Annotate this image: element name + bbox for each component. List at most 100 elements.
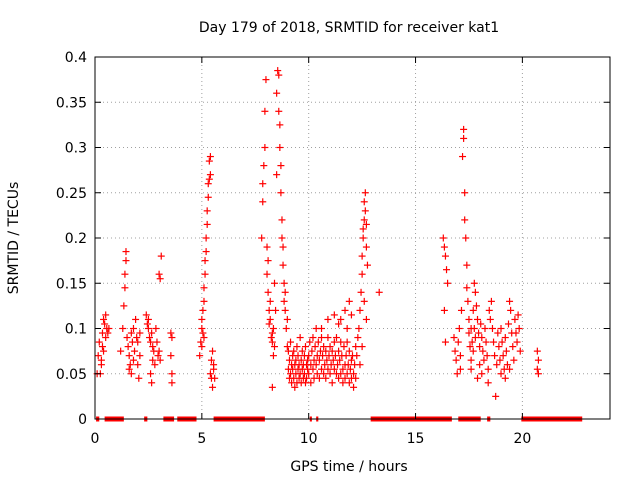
data-point bbox=[266, 315, 274, 323]
data-point bbox=[304, 356, 312, 364]
data-point bbox=[468, 338, 476, 346]
data-point bbox=[313, 370, 321, 378]
data-point bbox=[469, 306, 477, 314]
data-point bbox=[269, 325, 277, 332]
data-point bbox=[318, 365, 326, 373]
data-point bbox=[134, 361, 142, 369]
data-point bbox=[347, 311, 355, 319]
data-point bbox=[534, 356, 542, 364]
data-point bbox=[260, 162, 268, 170]
data-point bbox=[501, 334, 509, 342]
data-point bbox=[308, 347, 316, 355]
data-point bbox=[322, 347, 330, 355]
y-tick-label: 0.25 bbox=[56, 186, 87, 202]
x-tick-label: 20 bbox=[513, 431, 531, 447]
data-point bbox=[285, 356, 293, 364]
y-tick-label: 0.35 bbox=[56, 95, 87, 111]
data-point bbox=[168, 370, 176, 378]
data-point bbox=[513, 338, 521, 346]
data-point bbox=[100, 315, 108, 323]
data-point bbox=[312, 361, 320, 369]
data-point bbox=[504, 320, 512, 328]
data-point bbox=[461, 189, 469, 197]
data-point bbox=[273, 89, 281, 97]
data-point bbox=[486, 315, 494, 323]
data-point bbox=[455, 325, 463, 332]
data-point bbox=[361, 207, 369, 215]
data-point bbox=[321, 361, 329, 369]
data-point bbox=[477, 320, 485, 328]
data-point bbox=[506, 365, 514, 373]
data-point bbox=[472, 302, 480, 310]
data-point bbox=[268, 383, 276, 391]
data-point bbox=[199, 306, 207, 314]
data-point bbox=[499, 352, 507, 360]
data-point bbox=[206, 153, 214, 161]
data-point bbox=[362, 220, 370, 228]
data-point bbox=[318, 325, 326, 332]
data-point bbox=[307, 379, 315, 387]
data-point bbox=[120, 302, 128, 310]
data-point bbox=[450, 334, 458, 342]
data-point bbox=[129, 325, 137, 332]
data-point bbox=[281, 288, 289, 296]
chart-title: Day 179 of 2018, SRMTID for receiver kat… bbox=[199, 20, 499, 36]
data-point bbox=[101, 320, 109, 328]
data-point bbox=[311, 343, 319, 351]
data-point bbox=[444, 279, 452, 287]
data-point bbox=[97, 361, 105, 369]
data-point bbox=[279, 243, 287, 251]
data-point bbox=[362, 243, 370, 251]
data-point bbox=[344, 361, 352, 369]
data-point bbox=[282, 325, 290, 332]
data-point bbox=[132, 315, 140, 323]
data-point bbox=[309, 365, 317, 373]
data-point bbox=[263, 243, 271, 251]
data-point bbox=[356, 306, 364, 314]
y-tick-label: 0.3 bbox=[65, 141, 87, 157]
data-point bbox=[264, 288, 272, 296]
data-point bbox=[360, 216, 368, 224]
data-point bbox=[134, 338, 142, 346]
data-point bbox=[329, 356, 337, 364]
data-point bbox=[465, 315, 473, 323]
data-point bbox=[267, 334, 275, 342]
data-point bbox=[464, 297, 472, 305]
y-tick-label: 0.2 bbox=[65, 231, 87, 247]
data-point bbox=[474, 315, 482, 323]
data-point bbox=[332, 334, 340, 342]
data-point bbox=[294, 352, 302, 360]
data-point bbox=[474, 374, 482, 382]
grid-lines bbox=[95, 57, 610, 419]
data-point bbox=[330, 338, 338, 346]
data-point bbox=[487, 297, 495, 305]
data-point bbox=[467, 356, 475, 364]
data-point bbox=[268, 338, 276, 346]
data-point bbox=[470, 325, 478, 332]
data-point bbox=[514, 311, 522, 319]
data-point bbox=[460, 125, 468, 133]
data-point bbox=[497, 325, 505, 332]
data-point bbox=[197, 338, 205, 346]
data-point bbox=[360, 297, 368, 305]
y-tick-label: 0.05 bbox=[56, 367, 87, 383]
data-point bbox=[203, 220, 211, 228]
data-point bbox=[207, 356, 215, 364]
data-point bbox=[280, 279, 288, 287]
data-point bbox=[266, 297, 274, 305]
data-point bbox=[356, 361, 364, 369]
data-point bbox=[502, 347, 510, 355]
data-point bbox=[345, 347, 353, 355]
data-point bbox=[478, 370, 486, 378]
data-point bbox=[303, 374, 311, 382]
data-point bbox=[320, 370, 328, 378]
data-point bbox=[200, 284, 208, 292]
data-point bbox=[343, 338, 351, 346]
data-point bbox=[326, 370, 334, 378]
data-point bbox=[198, 315, 206, 323]
y-tick-label: 0 bbox=[78, 412, 87, 428]
data-point bbox=[497, 370, 505, 378]
data-point bbox=[352, 374, 360, 382]
y-tick-label: 0.4 bbox=[65, 50, 87, 66]
data-point bbox=[147, 370, 155, 378]
